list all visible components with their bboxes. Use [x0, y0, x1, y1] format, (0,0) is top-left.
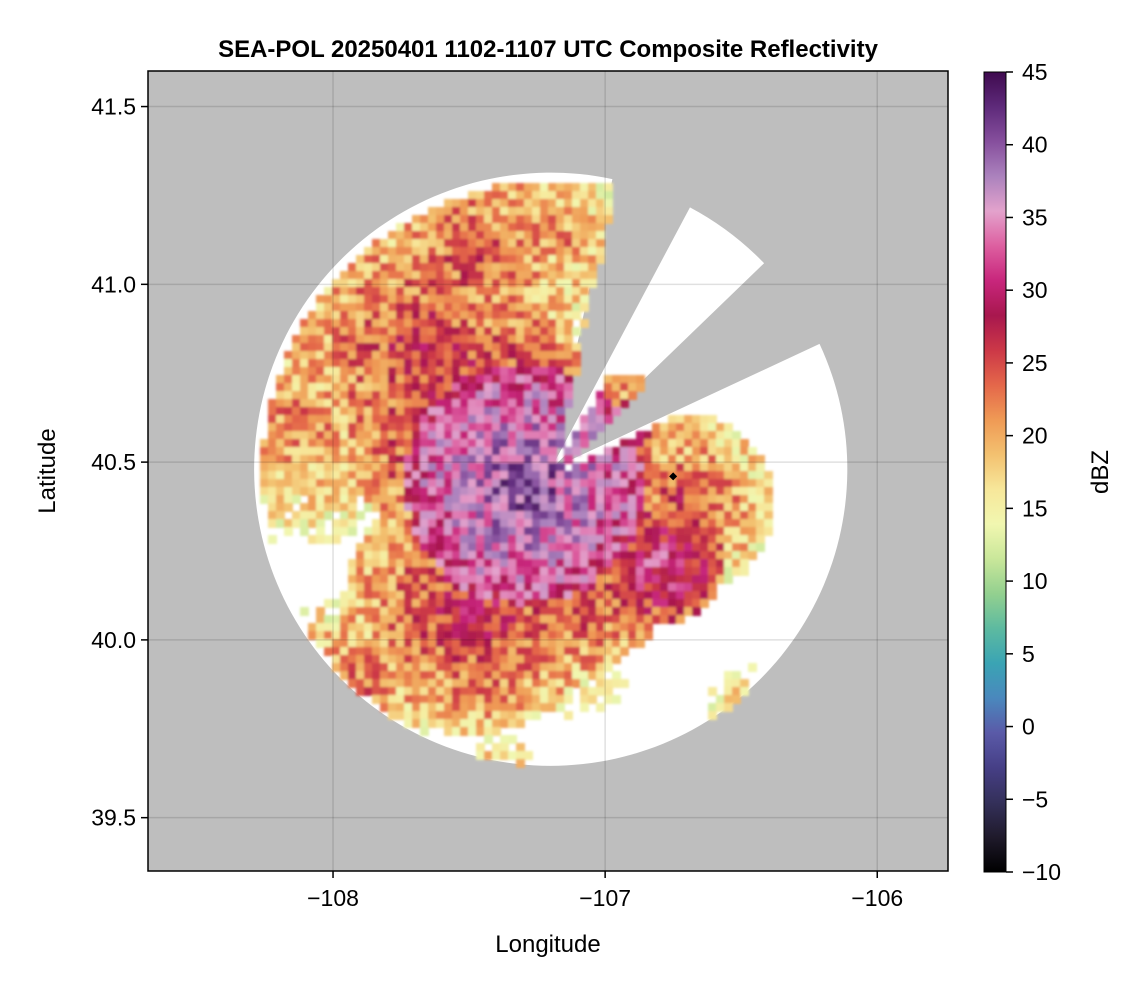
colorbar-scale [983, 71, 1007, 873]
y-tick-label: 40.5 [91, 449, 136, 475]
x-tick-label: −107 [579, 885, 631, 911]
y-tick-label: 39.5 [91, 805, 136, 831]
colorbar: 45 40 35 30 25 20 15 10 5 0 −5 −10 dBZ [983, 59, 1114, 885]
y-axis: 39.5 40.0 40.5 41.0 41.5 [91, 94, 148, 831]
colorbar-tick-label: 5 [1022, 641, 1035, 667]
x-axis-label: Longitude [495, 931, 600, 958]
radar-site-marker [669, 472, 678, 481]
colorbar-tick-label: −5 [1022, 786, 1048, 812]
y-axis-label: Latitude [34, 428, 61, 513]
x-axis: −108 −107 −106 [307, 871, 903, 911]
colorbar-tick-label: 30 [1022, 277, 1048, 303]
colorbar-tick-label: 35 [1022, 204, 1048, 230]
y-tick-label: 40.0 [91, 627, 136, 653]
y-tick-label: 41.5 [91, 94, 136, 120]
reflectivity-field [260, 183, 773, 768]
colorbar-tick-label: 45 [1022, 59, 1048, 85]
chart-title: SEA-POL 20250401 1102-1107 UTC Composite… [218, 36, 879, 63]
x-tick-label: −106 [851, 885, 903, 911]
colorbar-ticks: 45 40 35 30 25 20 15 10 5 0 −5 −10 [1006, 59, 1061, 885]
colorbar-tick-label: 10 [1022, 568, 1048, 594]
colorbar-label: dBZ [1087, 450, 1114, 494]
y-tick-label: 41.0 [91, 271, 136, 297]
plot-frame [147, 70, 949, 872]
colorbar-tick-label: 0 [1022, 714, 1035, 740]
plot-area [148, 71, 948, 871]
colorbar-tick-label: 15 [1022, 495, 1048, 521]
x-tick-label: −108 [307, 885, 359, 911]
colorbar-tick-label: 20 [1022, 423, 1048, 449]
colorbar-tick-label: −10 [1022, 859, 1061, 885]
colorbar-tick-label: 40 [1022, 132, 1048, 158]
colorbar-tick-label: 25 [1022, 350, 1048, 376]
grid-lines [148, 71, 948, 871]
